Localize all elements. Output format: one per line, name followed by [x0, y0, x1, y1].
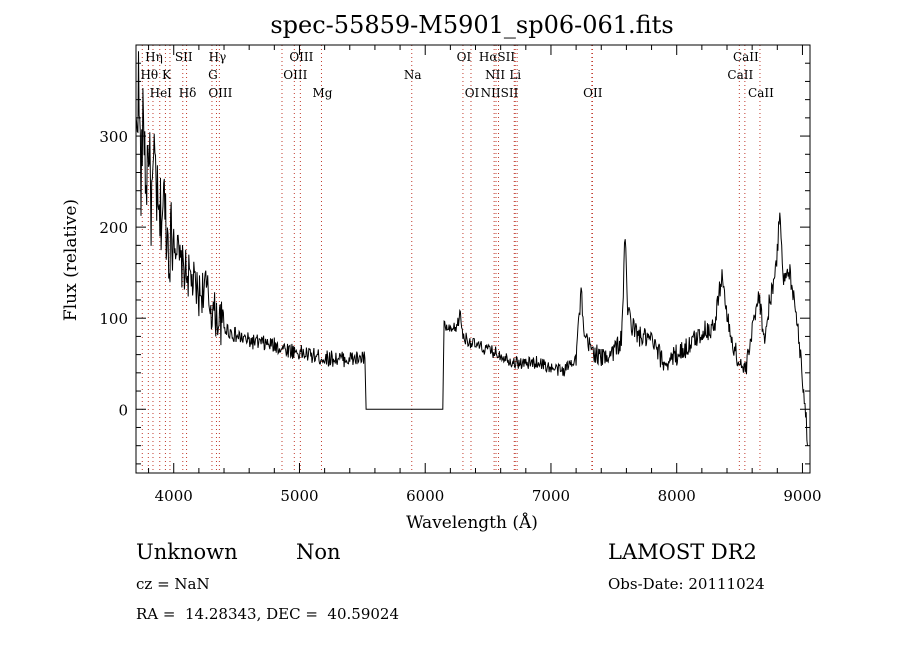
emission-line-markers — [141, 45, 761, 473]
x-tick-label: 6000 — [406, 487, 444, 505]
line-label: Hγ — [209, 50, 227, 64]
y-tick-label: 100 — [99, 310, 128, 328]
emission-line-labels: Hη SII Hγ OIII OI HαSII CaII Hθ K G OIII Na NII Li CaI… — [140, 50, 774, 100]
line-label: G — [208, 68, 218, 82]
y-tick-label: 0 — [118, 401, 128, 419]
line-label: CaII — [748, 86, 774, 100]
x-axis-label: Wavelength (Å) — [406, 512, 538, 533]
line-label: OII — [583, 86, 603, 100]
line-label: OI — [465, 86, 480, 100]
line-label: OIII — [289, 50, 313, 64]
line-label: CaII — [727, 68, 753, 82]
y-tick-label: 200 — [99, 219, 128, 237]
survey-name: LAMOST DR2 — [608, 540, 757, 564]
y-tick-label: 300 — [99, 128, 128, 146]
spectrum-line — [135, 51, 808, 446]
line-label: Na — [404, 68, 422, 82]
line-label: NII — [485, 68, 505, 82]
sky-coordinates: RA = 14.28343, DEC = 40.59024 — [136, 605, 400, 623]
chart-title: spec-55859-M5901_sp06-061.fits — [270, 11, 673, 39]
line-label: Li — [509, 68, 521, 82]
x-axis: 4000 5000 6000 7000 8000 9000 — [148, 45, 822, 505]
line-label: Mg — [312, 86, 332, 100]
object-subclass: Non — [296, 540, 341, 564]
x-tick-label: 8000 — [658, 487, 696, 505]
line-label: SII — [175, 50, 193, 64]
object-class: Unknown — [136, 540, 238, 564]
line-label: OIII — [283, 68, 307, 82]
line-label: HeI — [150, 86, 173, 100]
x-tick-label: 4000 — [155, 487, 193, 505]
plot-frame — [135, 44, 811, 474]
line-label: Hη — [145, 50, 163, 64]
line-label: NIISII — [481, 86, 519, 100]
line-label: OI — [457, 50, 472, 64]
y-axis-label: Flux (relative) — [61, 199, 81, 321]
line-label: Hθ — [140, 68, 158, 82]
line-label: Hδ — [179, 86, 197, 100]
y-axis: 0 100 200 300 — [99, 44, 810, 465]
x-tick-label: 7000 — [532, 487, 570, 505]
line-label: HαSII — [479, 50, 516, 64]
line-label: CaII — [733, 50, 759, 64]
spectrum-chart: spec-55859-M5901_sp06-061.fits Hη SII Hγ OI… — [61, 11, 822, 533]
observation-date: Obs-Date: 20111024 — [608, 575, 765, 593]
redshift-cz: cz = NaN — [136, 575, 210, 593]
x-tick-label: 5000 — [280, 487, 318, 505]
line-label: OIII — [208, 86, 232, 100]
x-tick-label: 9000 — [783, 487, 821, 505]
line-label: K — [162, 68, 172, 82]
